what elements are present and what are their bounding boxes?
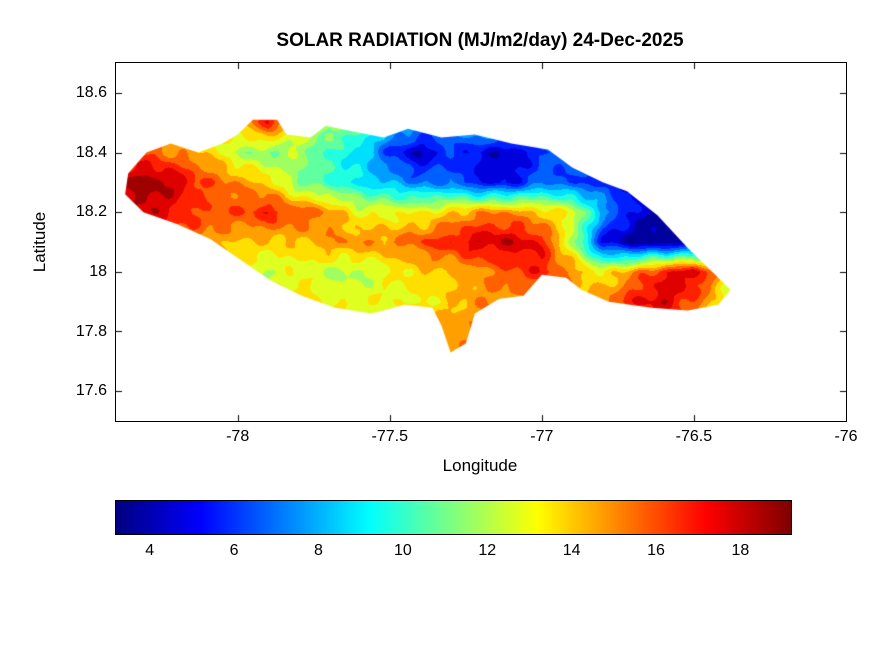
y-tick-label: 18.6 — [75, 83, 107, 101]
y-tick-label: 17.8 — [75, 322, 107, 340]
x-tick-label: -77 — [530, 428, 554, 445]
x-axis-label: Longitude — [442, 456, 518, 475]
y-tick-label: 18 — [89, 262, 107, 280]
x-tick-label: -76.5 — [675, 428, 713, 445]
x-tick-label: -78 — [226, 428, 250, 445]
plot-area: -78 -77.5 -77 -76.5 -76 17.6 17.8 18 18.2 18.4 18… — [76, 62, 858, 445]
colorbar-tick-label: 8 — [314, 542, 323, 559]
colorbar-tick-label: 18 — [731, 542, 750, 559]
colorbar-tick-label: 4 — [145, 542, 155, 559]
chart-title: SOLAR RADIATION (MJ/m2/day) 24-Dec-2025 — [276, 30, 684, 51]
jamaica-solar-radiation-heatmap — [116, 63, 846, 421]
y-tick-label: 18.4 — [75, 143, 107, 161]
colorbar-gradient — [116, 501, 791, 534]
colorbar-tick-label: 6 — [229, 542, 239, 559]
colorbar-tick-label: 14 — [562, 542, 581, 559]
colorbar-tick-label: 10 — [393, 542, 412, 559]
y-tick-label: 17.6 — [75, 382, 107, 400]
x-tick-label: -77.5 — [371, 428, 408, 445]
colorbar: 4 6 8 10 12 14 16 18 — [115, 500, 792, 559]
colorbar-tick-label: 12 — [478, 542, 497, 559]
y-tick-label: 18.2 — [75, 203, 107, 221]
x-tick-label: -76 — [834, 428, 858, 445]
y-axis-label: Latitude — [30, 211, 49, 273]
colorbar-tick-label: 16 — [647, 542, 665, 559]
